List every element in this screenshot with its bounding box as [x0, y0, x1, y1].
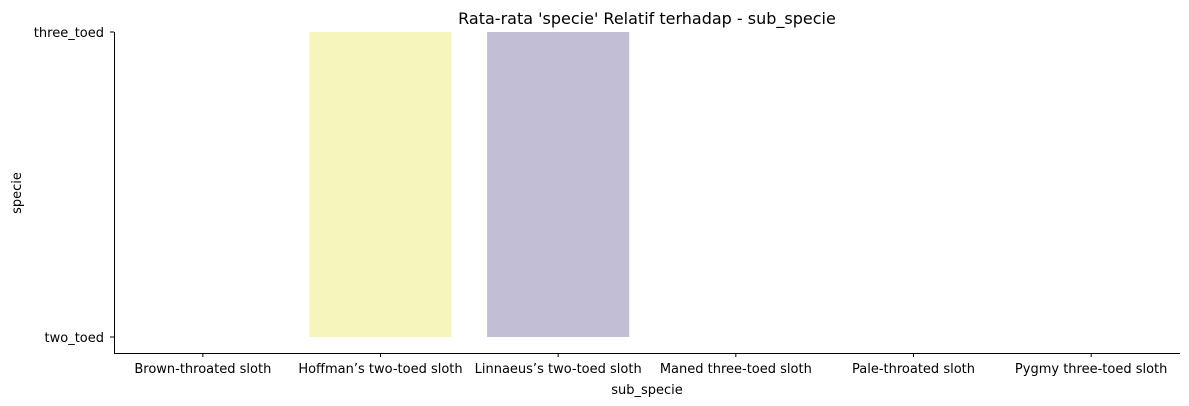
y-tick-label: two_toed — [45, 331, 104, 346]
x-ticks: Brown-throated sloth Hoffman’s two-toed s… — [134, 353, 1167, 377]
x-tick-label: Pale-throated sloth — [852, 362, 975, 377]
y-tick-label: three_toed — [34, 26, 104, 41]
bars — [309, 32, 630, 337]
y-axis-label: specie — [10, 172, 25, 214]
x-tick-label: Maned three-toed sloth — [660, 362, 812, 377]
x-tick-label: Linnaeus’s two-toed sloth — [475, 362, 642, 377]
bar — [487, 32, 630, 337]
x-tick-label: Hoffman’s two-toed sloth — [298, 362, 462, 377]
x-tick-label: Pygmy three-toed sloth — [1015, 362, 1167, 377]
chart-title: Rata-rata 'specie' Relatif terhadap - su… — [458, 9, 836, 29]
x-axis-label: sub_specie — [611, 383, 683, 398]
x-tick-label: Brown-throated sloth — [134, 362, 271, 377]
y-ticks: two_toed three_toed — [34, 26, 114, 346]
bar — [309, 32, 452, 337]
